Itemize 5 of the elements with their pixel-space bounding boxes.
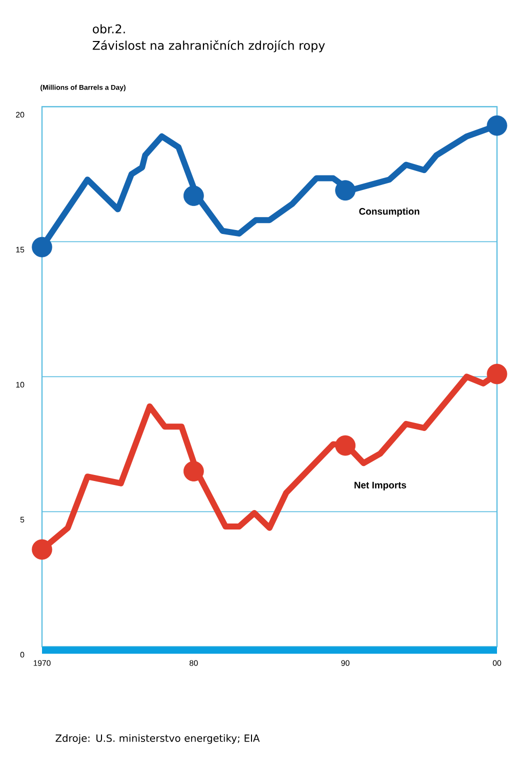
- text: Zdroje: U.S. ministerstvo energetiky; EIA: [56, 734, 260, 744]
- chart-title: obr.2.: [92, 24, 125, 34]
- chart-subtitle: Závislost na zahraničních zdrojích ropy: [92, 40, 325, 52]
- text: Consumption: [359, 208, 420, 217]
- text: Net Imports: [354, 482, 406, 490]
